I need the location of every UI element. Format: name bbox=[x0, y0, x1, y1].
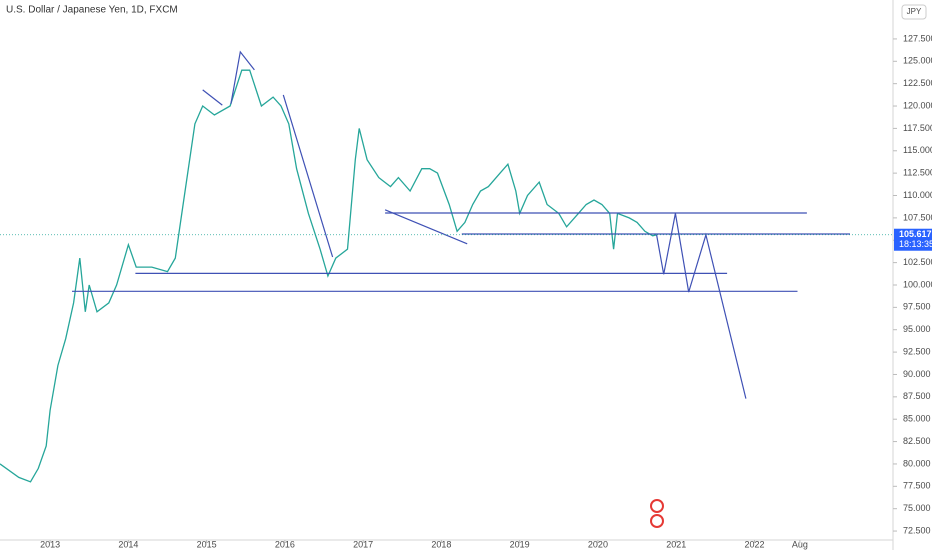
x-tick-label: 2016 bbox=[275, 539, 295, 549]
trend-line bbox=[282, 94, 334, 258]
x-tick-label: 2020 bbox=[588, 539, 608, 549]
y-tick-label: 72.500 bbox=[903, 525, 931, 535]
y-tick-label: 115.000 bbox=[903, 145, 932, 155]
currency-label: JPY bbox=[907, 7, 922, 16]
event-icons[interactable] bbox=[650, 499, 664, 528]
y-tick-label: 120.000 bbox=[903, 100, 932, 110]
x-tick-label: 2021 bbox=[666, 539, 686, 549]
y-tick-label: 87.500 bbox=[903, 391, 931, 401]
x-tick-label: 2015 bbox=[197, 539, 217, 549]
x-tick-label: 2014 bbox=[118, 539, 138, 549]
x-tick-label: Aug bbox=[792, 539, 808, 549]
x-tick-label: 2013 bbox=[40, 539, 60, 549]
currency-badge[interactable] bbox=[901, 4, 927, 20]
last-price-box bbox=[894, 228, 932, 251]
trend-line bbox=[384, 209, 468, 245]
y-tick-label: 85.000 bbox=[903, 414, 931, 424]
y-tick-label: 107.500 bbox=[903, 212, 932, 222]
y-tick-label: 127.500 bbox=[903, 33, 932, 43]
x-tick-label: 2019 bbox=[510, 539, 530, 549]
y-tick-label: 95.000 bbox=[903, 324, 931, 334]
x-tick-label: 2018 bbox=[431, 539, 451, 549]
trend-line bbox=[202, 89, 223, 106]
y-tick-label: 82.500 bbox=[903, 436, 931, 446]
y-tick-label: 90.000 bbox=[903, 369, 931, 379]
chart-title: U.S. Dollar / Japanese Yen, 1D, FXCM bbox=[6, 5, 178, 16]
y-tick-label: 100.000 bbox=[903, 279, 932, 289]
last-price-label: 105.617 bbox=[899, 229, 932, 239]
y-tick-label: 80.000 bbox=[903, 458, 931, 468]
y-tick-label: 77.500 bbox=[903, 481, 931, 491]
y-tick-label: 117.500 bbox=[903, 123, 932, 133]
y-tick-label: 97.500 bbox=[903, 302, 931, 312]
trend-line bbox=[656, 213, 747, 399]
y-tick-label: 102.500 bbox=[903, 257, 932, 267]
y-tick-label: 110.000 bbox=[903, 190, 932, 200]
y-tick-label: 92.500 bbox=[903, 346, 931, 356]
x-tick-label: 2022 bbox=[744, 539, 764, 549]
y-tick-label: 122.500 bbox=[903, 78, 932, 88]
y-tick-label: 75.000 bbox=[903, 503, 931, 513]
y-tick-label: 125.000 bbox=[903, 56, 932, 66]
countdown-label: 18:13:35 bbox=[899, 239, 932, 249]
x-tick-label: 2017 bbox=[353, 539, 373, 549]
trend-line bbox=[230, 50, 255, 105]
y-tick-label: 112.500 bbox=[903, 168, 932, 178]
price-line bbox=[0, 69, 657, 483]
